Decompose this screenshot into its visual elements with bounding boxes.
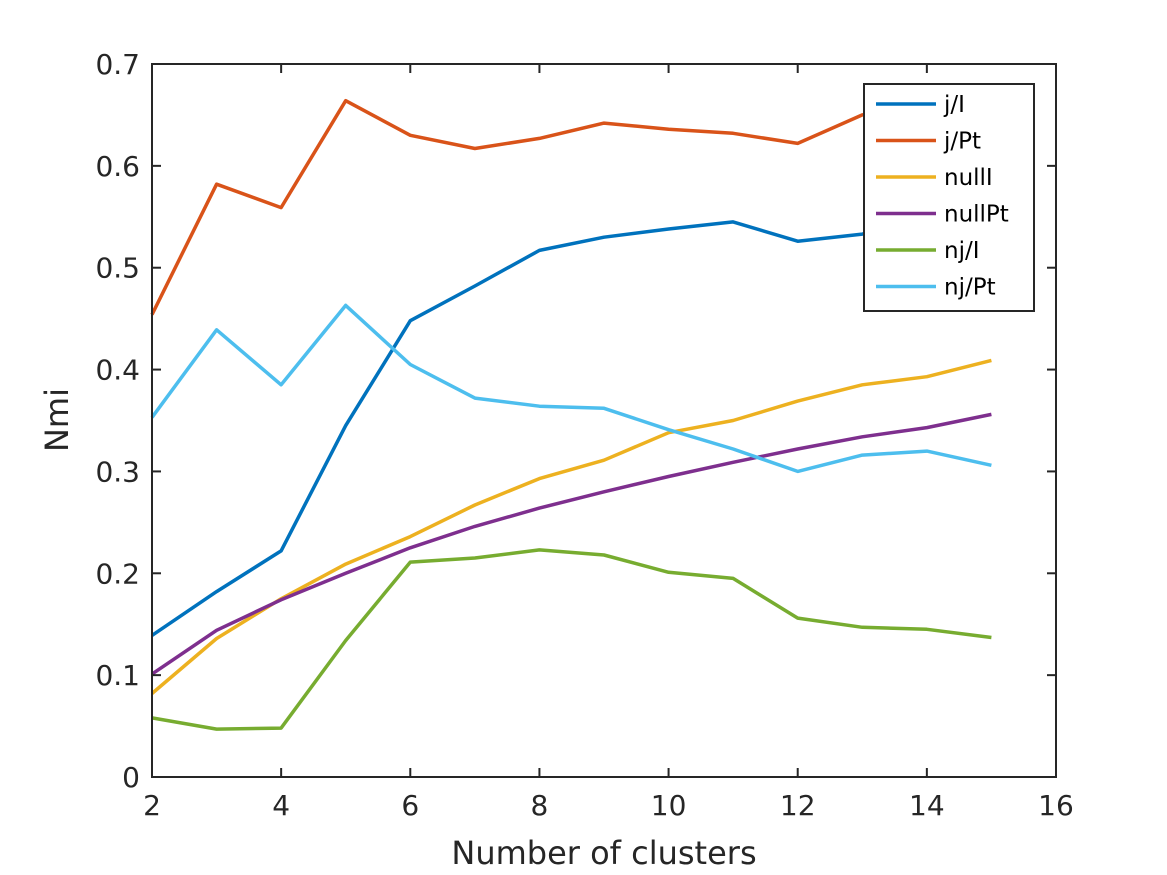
legend-box [863, 83, 1035, 312]
y-tick-label: 0.7 [95, 48, 140, 81]
y-tick-label: 0 [122, 761, 140, 794]
y-tick-label: 0.1 [95, 659, 140, 692]
series-line-3 [151, 412, 992, 676]
y-tick-label: 0.5 [95, 252, 140, 285]
x-axis-label: Number of clusters [451, 834, 756, 872]
x-tick-label: 6 [401, 789, 419, 822]
legend-label: nullI [944, 165, 993, 191]
legend-label: j/Pt [943, 129, 981, 155]
legend-label: j/I [943, 92, 965, 118]
x-tick-label: 12 [780, 789, 816, 822]
y-axis-label: Nmi [38, 388, 76, 452]
x-tick-label: 14 [909, 789, 945, 822]
series-line-4 [151, 548, 992, 731]
legend-label: nj/I [944, 238, 980, 264]
tick-layer: 2 4 6 8 10 12 14 16 0 0.1 0.2 0.3 0.4 0.5 0.6 0.7 [95, 48, 1073, 822]
legend-label: nj/Pt [944, 275, 996, 301]
x-tick-label: 16 [1038, 789, 1074, 822]
series-line-1 [150, 98, 992, 316]
series-line-5 [150, 303, 992, 474]
y-tick-label: 0.6 [95, 150, 140, 183]
plot-frame [151, 63, 1057, 778]
x-tick-label: 8 [531, 789, 549, 822]
series-line-2 [150, 358, 992, 695]
y-tick-label: 0.3 [95, 455, 140, 488]
x-tick-label: 10 [651, 789, 687, 822]
y-tick-label: 0.2 [95, 557, 140, 590]
x-tick-label: 4 [272, 789, 290, 822]
series-line-0 [151, 207, 992, 637]
legend-label: nullPt [944, 202, 1009, 228]
series-layer [150, 98, 992, 731]
y-tick-label: 0.4 [95, 354, 140, 387]
x-tick-label: 2 [143, 789, 161, 822]
legend: j/I j/Pt nullI nullPt nj/I nj/Pt [863, 83, 1035, 312]
